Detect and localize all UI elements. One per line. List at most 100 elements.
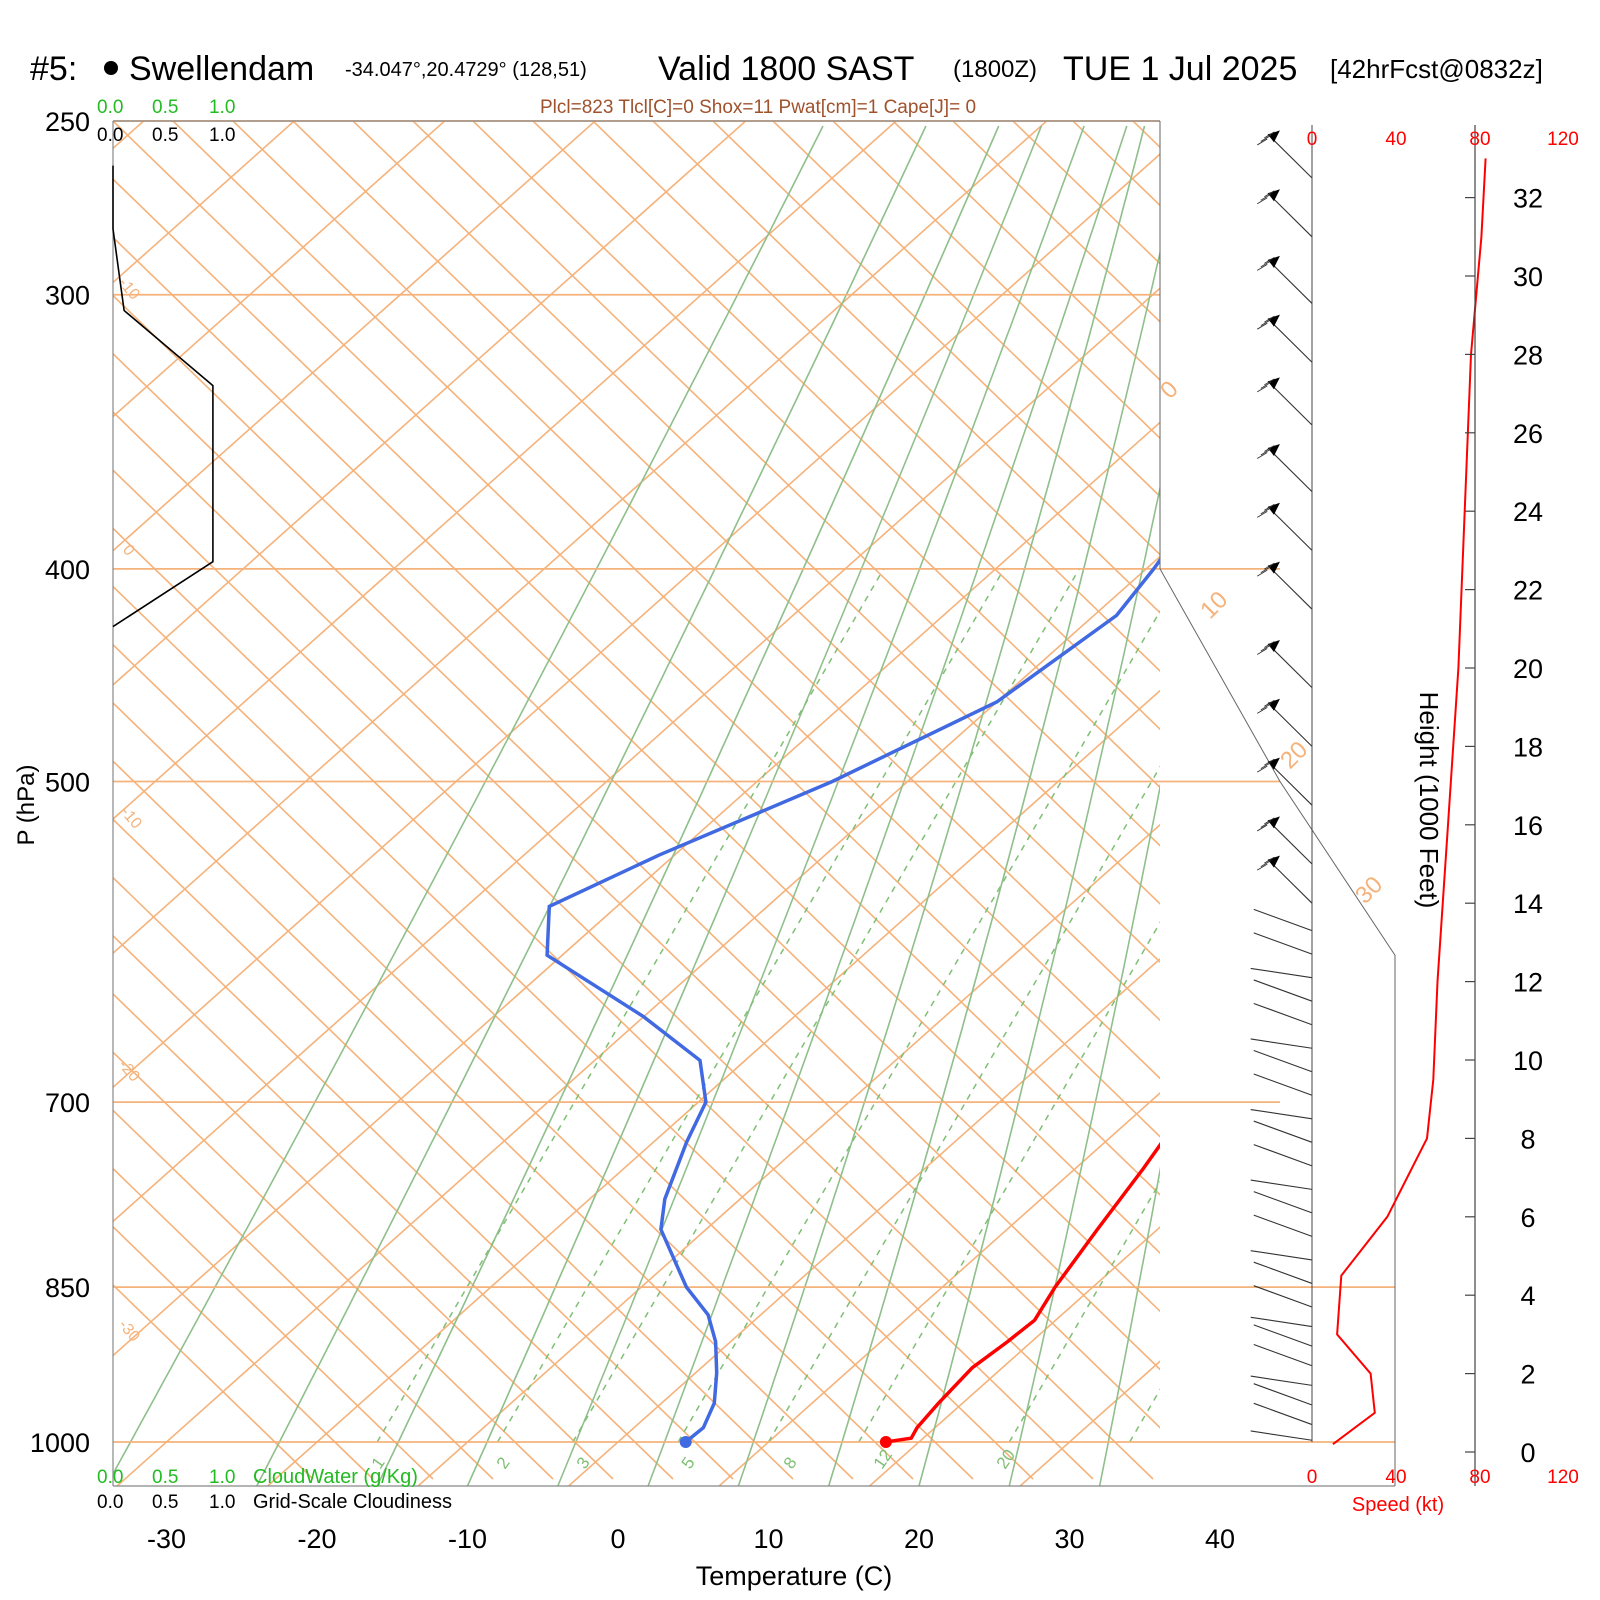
wind-barb [1250,1316,1313,1328]
height-tick-label: 16 [1513,811,1543,841]
height-tick-label: 0 [1520,1438,1535,1468]
theta-line [113,876,734,1480]
station-number: #5: [30,50,77,88]
wind-barb [1253,1324,1313,1347]
temperature-tick-label: 20 [904,1524,934,1554]
mixing-ratio-line [677,609,1160,1443]
isotherm-line [113,121,747,686]
dewpoint-surface-marker [679,1436,692,1448]
wind-barb [1253,1402,1313,1426]
saturated-adiabat [918,484,1160,1486]
theta-line [1193,121,1600,1479]
height-tick-label: 6 [1520,1203,1535,1233]
theta-line [712,121,1160,556]
pressure-tick-label: 700 [45,1088,90,1118]
cloudiness-legend-top: 0.0 0.5 1.0 0.0 0.5 1.0 [97,97,235,146]
pressure-tick-label: 250 [45,107,90,137]
temperature-tick-label: -20 [297,1524,336,1554]
theta-line [592,121,1160,673]
wind-barb [1253,1120,1313,1143]
temperature-tick-label: 30 [1054,1524,1084,1554]
wind-barb [1257,855,1313,904]
pressure-tick-label: 500 [45,768,90,798]
height-tick-label: 2 [1520,1360,1535,1390]
speed-top-tick-3: 120 [1547,129,1579,150]
background-lines [113,121,1600,1486]
wind-barb [1257,130,1313,179]
cloud-water-label: CloudWater (g/Kg) [253,1466,418,1488]
isotherm-label: -30 [115,1317,143,1346]
wind-barb [1253,1191,1313,1214]
theta-line [113,410,1160,1429]
theta-line [113,934,674,1480]
theta-line [172,121,1160,1080]
saturated-adiabat [1098,1166,1160,1486]
station-dot-icon [104,61,118,75]
valid-zulu: (1800Z) [953,56,1037,83]
wind-barb [1250,1179,1313,1190]
mixing-ratio-line [572,568,1080,1443]
forecast-info: [42hrFcst@0832z] [1330,54,1543,84]
theta-line [1313,121,1600,1479]
theta-line [113,1109,494,1480]
theta-line [1433,121,1600,1479]
wind-barb [1253,1049,1313,1073]
wind-barb [1253,1214,1313,1237]
theta-line [1553,121,1600,1479]
temperature-tick-label: 0 [610,1524,625,1554]
mixing-ratio-label: 2 [493,1454,514,1473]
speed-axis: 0 40 80 120 0 40 80 120 Speed (kt) [1307,129,1579,1516]
theta-line [832,121,1160,440]
wind-barb [1250,1038,1313,1049]
mixing-ratio-line [376,568,885,1443]
profiles [545,557,1160,1444]
theta-line [113,1167,434,1480]
speed-axis-title: Speed (kt) [1352,1494,1444,1516]
saturated-adiabat [557,125,1085,1486]
cloudiness-line [112,165,214,628]
speed-top-tick-1: 40 [1385,129,1406,150]
cloud-water-tick-1: 0.5 [152,1467,178,1488]
saturated-adiabat [737,125,1146,1486]
wind-barb [1253,1073,1313,1096]
mixing-ratio-label: 5 [678,1454,699,1473]
y-axis-title: P (hPa) [13,765,40,846]
height-tick-label: 14 [1513,889,1543,919]
cloud-water-top-tick-0: 0.0 [97,97,123,118]
wind-barb [1253,1383,1313,1406]
wind-barb [1253,1285,1313,1308]
wind-barb [1250,1250,1313,1261]
isotherm-line [718,1091,1160,1486]
saturated-adiabat [113,125,824,1476]
theta-line [412,121,1160,847]
valid-time: Valid 1800 SAST [658,50,914,88]
wind-barb [1257,757,1313,806]
cloudiness-label: Grid-Scale Cloudiness [253,1491,452,1513]
isotherm-line [113,121,596,552]
isotherm-line [267,689,1160,1486]
dewpoint-line [545,557,1160,1444]
cloudiness-top-tick-2: 1.0 [209,125,235,146]
temperature-tick-label: -10 [448,1524,487,1554]
wind-barb [1257,698,1313,747]
isotherm-line [113,153,1160,1089]
wind-barb [1257,443,1313,492]
cloud-water-tick-2: 1.0 [209,1467,235,1488]
height-tick-label: 18 [1513,732,1543,762]
cloudiness-tick-1: 0.5 [152,1492,178,1513]
cloudiness-tick-0: 0.0 [97,1492,123,1513]
isotherm-line [1472,121,1600,1486]
isotherm-line [113,121,446,418]
height-tick-label: 22 [1513,576,1543,606]
theta-line [113,1051,554,1480]
isotherm-line [1321,121,1600,1486]
theta-line [1373,121,1600,1479]
wind-barb [1257,314,1313,363]
isotherm-line [116,555,1160,1486]
mixing-ratio-line [767,765,1160,1443]
wind-barb [1250,1430,1313,1441]
theta-line [232,121,1160,1022]
